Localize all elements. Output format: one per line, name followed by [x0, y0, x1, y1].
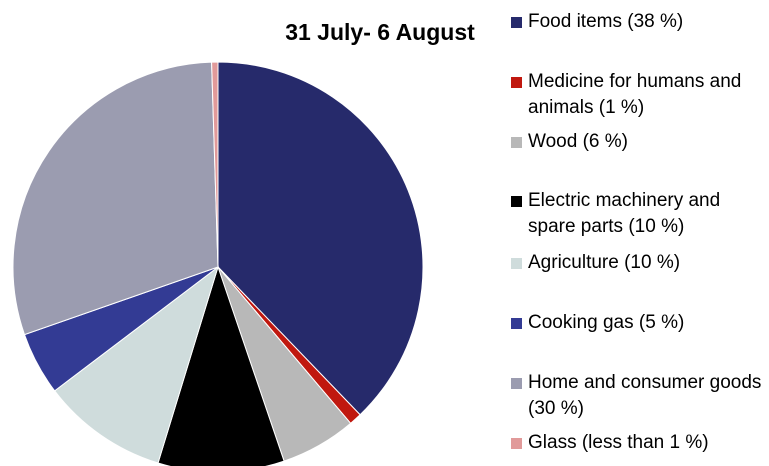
legend-swatch [511, 77, 522, 88]
legend-swatch [511, 137, 522, 148]
legend-swatch [511, 318, 522, 329]
legend-label: Agriculture (10 %) [528, 252, 681, 273]
pie-slice [157, 265, 285, 466]
legend-swatch [511, 258, 522, 269]
legend-item: Wood (6 %) [511, 129, 769, 155]
pie-slice [217, 61, 424, 416]
legend-swatch [511, 17, 522, 28]
legend-swatch [511, 378, 522, 389]
legend-item: Home and consumer goods (30 %) [511, 370, 769, 422]
legend-item: Electric machinery and spare parts (10 %… [511, 188, 769, 240]
legend-label: Home and consumer goods (30 %) [528, 372, 762, 419]
legend-label: Cooking gas (5 %) [528, 312, 685, 333]
legend-item: Food items (38 %) [511, 9, 769, 35]
legend-swatch [511, 438, 522, 449]
legend-item: Medicine for humans and animals (1 %) [511, 69, 769, 121]
pie-slice [211, 61, 219, 268]
legend-item: Cooking gas (5 %) [511, 310, 769, 336]
legend-label: Wood (6 %) [528, 131, 628, 152]
legend-swatch [511, 196, 522, 207]
pie-slice [12, 61, 219, 336]
legend-label: Medicine for humans and animals (1 %) [528, 71, 742, 118]
pie-slice [53, 265, 219, 464]
legend-label: Food items (38 %) [528, 11, 684, 32]
legend-label: Glass (less than 1 %) [528, 432, 709, 453]
legend-item: Agriculture (10 %) [511, 250, 769, 276]
chart-title: 31 July- 6 August [285, 19, 475, 45]
legend-item: Glass (less than 1 %) [511, 430, 769, 456]
legend-label: Electric machinery and spare parts (10 %… [528, 190, 721, 237]
